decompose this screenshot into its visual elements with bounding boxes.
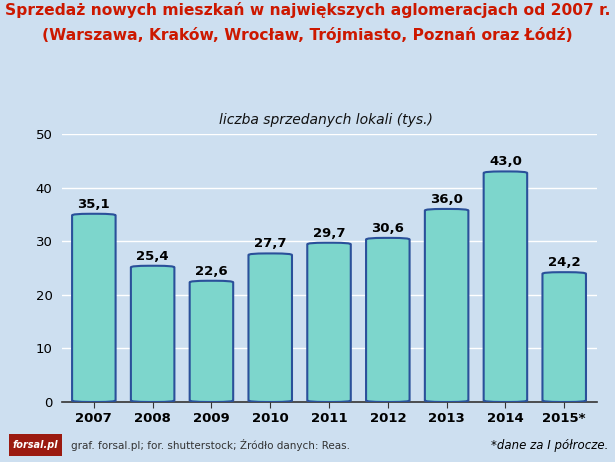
Text: 29,7: 29,7 xyxy=(313,226,345,240)
Text: (Warszawa, Kraków, Wrocław, Trójmiasto, Poznań oraz Łódź): (Warszawa, Kraków, Wrocław, Trójmiasto, … xyxy=(42,27,573,43)
Text: Sprzedaż nowych mieszkań w największych aglomeracjach od 2007 r.: Sprzedaż nowych mieszkań w największych … xyxy=(5,2,610,18)
Text: 36,0: 36,0 xyxy=(430,193,463,206)
Text: 24,2: 24,2 xyxy=(548,256,581,269)
FancyBboxPatch shape xyxy=(483,171,527,402)
Text: 22,6: 22,6 xyxy=(195,265,228,278)
FancyBboxPatch shape xyxy=(248,254,292,402)
FancyBboxPatch shape xyxy=(131,266,175,402)
FancyBboxPatch shape xyxy=(366,238,410,402)
Text: 25,4: 25,4 xyxy=(137,249,169,262)
Text: 43,0: 43,0 xyxy=(489,155,522,168)
Text: 27,7: 27,7 xyxy=(254,237,287,250)
FancyBboxPatch shape xyxy=(308,243,351,402)
FancyBboxPatch shape xyxy=(425,209,469,402)
Text: 30,6: 30,6 xyxy=(371,222,404,235)
FancyBboxPatch shape xyxy=(72,214,116,402)
FancyBboxPatch shape xyxy=(189,281,233,402)
Text: graf. forsal.pl; for. shutterstock; Źródło danych: Reas.: graf. forsal.pl; for. shutterstock; Źród… xyxy=(71,439,350,451)
Text: 35,1: 35,1 xyxy=(77,198,110,211)
Text: forsal.pl: forsal.pl xyxy=(12,440,58,450)
Text: *dane za I półrocze.: *dane za I półrocze. xyxy=(491,439,609,452)
Text: liczba sprzedanych lokali (tys.): liczba sprzedanych lokali (tys.) xyxy=(219,113,433,127)
FancyBboxPatch shape xyxy=(542,272,586,402)
